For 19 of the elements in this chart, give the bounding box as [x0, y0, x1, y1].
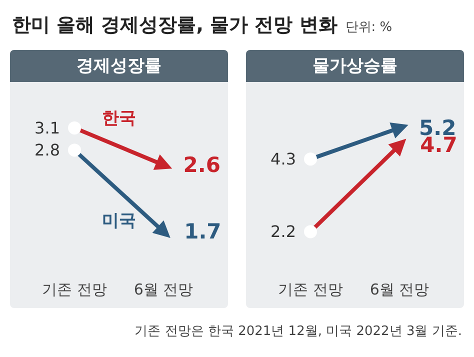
x-tick-label: 기존 전망 [42, 280, 107, 298]
point [154, 222, 170, 238]
x-tick-label: 기존 전망 [278, 280, 343, 298]
text: 기존 전망은 한국 2021년 12월, 미국 2022년 3월 기준. [134, 323, 462, 340]
data-label: 2.6 [183, 152, 221, 177]
series-label: 한국 [102, 108, 136, 128]
point [390, 140, 406, 156]
chart-title: 경제성장률 [10, 50, 228, 82]
text: 한미 올해 경제성장률, 물가 전망 변화 [12, 14, 338, 36]
x-tick-label: 6월 전망 [134, 280, 194, 298]
data-label: 2.2 [270, 222, 296, 242]
data-label: 1.7 [184, 220, 222, 244]
chart-title: 물가상승률 [246, 50, 464, 82]
series-label: 미국 [102, 210, 136, 231]
data-label: 4.3 [270, 150, 296, 169]
x-tick-label: 6월 전망 [370, 280, 430, 298]
text: 단위: % [345, 20, 392, 35]
data-label: 2.8 [34, 140, 60, 160]
data-label: 3.1 [34, 118, 60, 138]
